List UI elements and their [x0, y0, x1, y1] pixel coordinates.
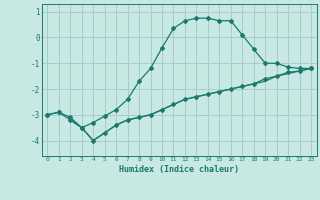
X-axis label: Humidex (Indice chaleur): Humidex (Indice chaleur) — [119, 165, 239, 174]
